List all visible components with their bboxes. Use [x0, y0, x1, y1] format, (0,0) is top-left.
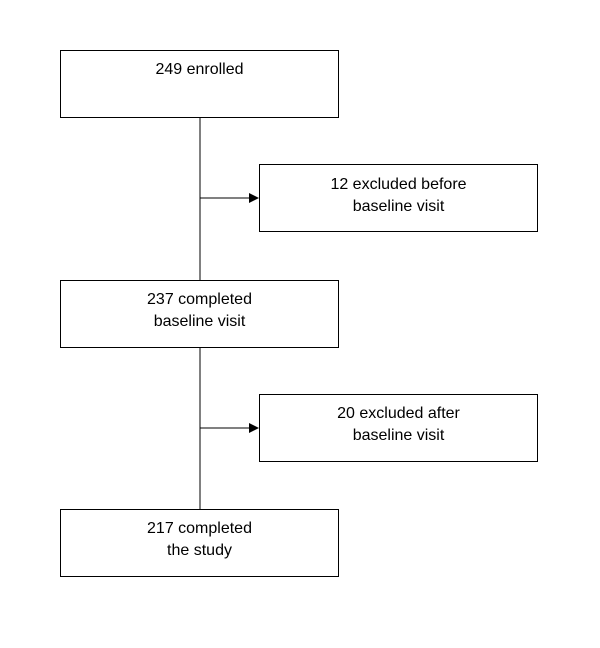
- excluded-after-text-line-2: baseline visit: [352, 427, 445, 444]
- completed-baseline-text-line-1: 237 completed: [147, 291, 252, 308]
- enrolled-text: 249 enrolled: [155, 61, 244, 78]
- completed-baseline-box: 237 completed baseline visit: [60, 280, 339, 348]
- completed-study-text-line-1: 217 completed: [147, 520, 252, 537]
- completed-study-box: 217 completed the study: [60, 509, 339, 577]
- excluded-after-baseline-box: 20 excluded after baseline visit: [259, 394, 538, 462]
- excluded-after-text-line-1: 20 excluded after: [337, 405, 460, 422]
- excluded-before-text-line-1: 12 excluded before: [330, 176, 467, 193]
- completed-baseline-text-line-2: baseline visit: [153, 313, 246, 330]
- excluded-before-text-line-2: baseline visit: [352, 198, 445, 215]
- enrolled-box: 249 enrolled: [60, 50, 339, 118]
- completed-study-text-line-2: the study: [167, 542, 232, 559]
- excluded-before-baseline-box: 12 excluded before baseline visit: [259, 164, 538, 232]
